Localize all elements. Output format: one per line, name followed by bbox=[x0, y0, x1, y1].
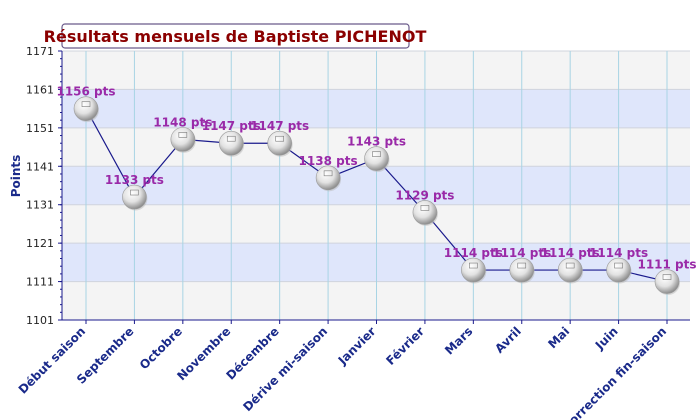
chart-title: Résultats mensuels de Baptiste PICHENOT bbox=[44, 23, 427, 49]
markers bbox=[73, 96, 680, 296]
x-tick-label: Janvier bbox=[335, 324, 379, 368]
y-tick-label: 1141 bbox=[26, 160, 54, 173]
data-label: 1114 pts bbox=[492, 246, 551, 260]
data-point bbox=[606, 257, 632, 284]
x-tick-label: Février bbox=[383, 324, 427, 368]
data-label: 1129 pts bbox=[395, 188, 454, 202]
chart-title-text: Résultats mensuels de Baptiste PICHENOT bbox=[44, 27, 427, 46]
y-tick-label: 1171 bbox=[26, 45, 54, 58]
data-label: 1138 pts bbox=[299, 154, 358, 168]
data-label: 1147 pts bbox=[250, 119, 309, 133]
data-label: 1111 pts bbox=[637, 258, 696, 272]
y-tick-label: 1101 bbox=[26, 314, 54, 327]
y-tick-labels: 1101 1111 1121 1131 1141 1151 1161 1171 bbox=[26, 45, 54, 327]
x-tick-label: Mars bbox=[442, 324, 475, 357]
data-label: 1114 pts bbox=[589, 246, 648, 260]
x-tick-label: Mai bbox=[545, 324, 572, 351]
data-point bbox=[218, 130, 245, 157]
data-point bbox=[315, 165, 342, 192]
y-axis-label: Points bbox=[9, 155, 23, 198]
data-label: 1114 pts bbox=[541, 246, 600, 260]
data-point bbox=[461, 257, 487, 284]
data-point bbox=[364, 146, 390, 173]
data-point bbox=[412, 200, 438, 226]
x-tick-label: Avril bbox=[492, 324, 524, 356]
y-tick-label: 1151 bbox=[26, 122, 54, 135]
x-tick-label: Juin bbox=[592, 324, 621, 353]
x-tick-label: Début saison bbox=[16, 324, 88, 396]
data-label: 1143 pts bbox=[347, 135, 406, 149]
data-label: 1148 pts bbox=[153, 115, 212, 129]
data-point bbox=[267, 130, 293, 157]
data-label: 1114 pts bbox=[444, 246, 503, 260]
data-point bbox=[654, 269, 680, 296]
data-label: 1156 pts bbox=[56, 85, 115, 99]
data-point bbox=[170, 127, 196, 153]
y-tick-label: 1161 bbox=[26, 83, 54, 96]
data-label: 1133 pts bbox=[105, 173, 164, 187]
y-tick-label: 1111 bbox=[26, 276, 54, 289]
y-tick-label: 1131 bbox=[26, 199, 54, 212]
y-tick-label: 1121 bbox=[26, 237, 54, 250]
data-point bbox=[122, 184, 148, 211]
data-point bbox=[509, 257, 535, 284]
axes bbox=[58, 50, 690, 324]
x-tick-label: Dérive mi-saison bbox=[240, 324, 330, 414]
x-tick-label: Octobre bbox=[137, 324, 185, 372]
data-point bbox=[73, 96, 99, 123]
data-label: 1147 pts bbox=[202, 119, 261, 133]
data-point bbox=[557, 257, 584, 284]
